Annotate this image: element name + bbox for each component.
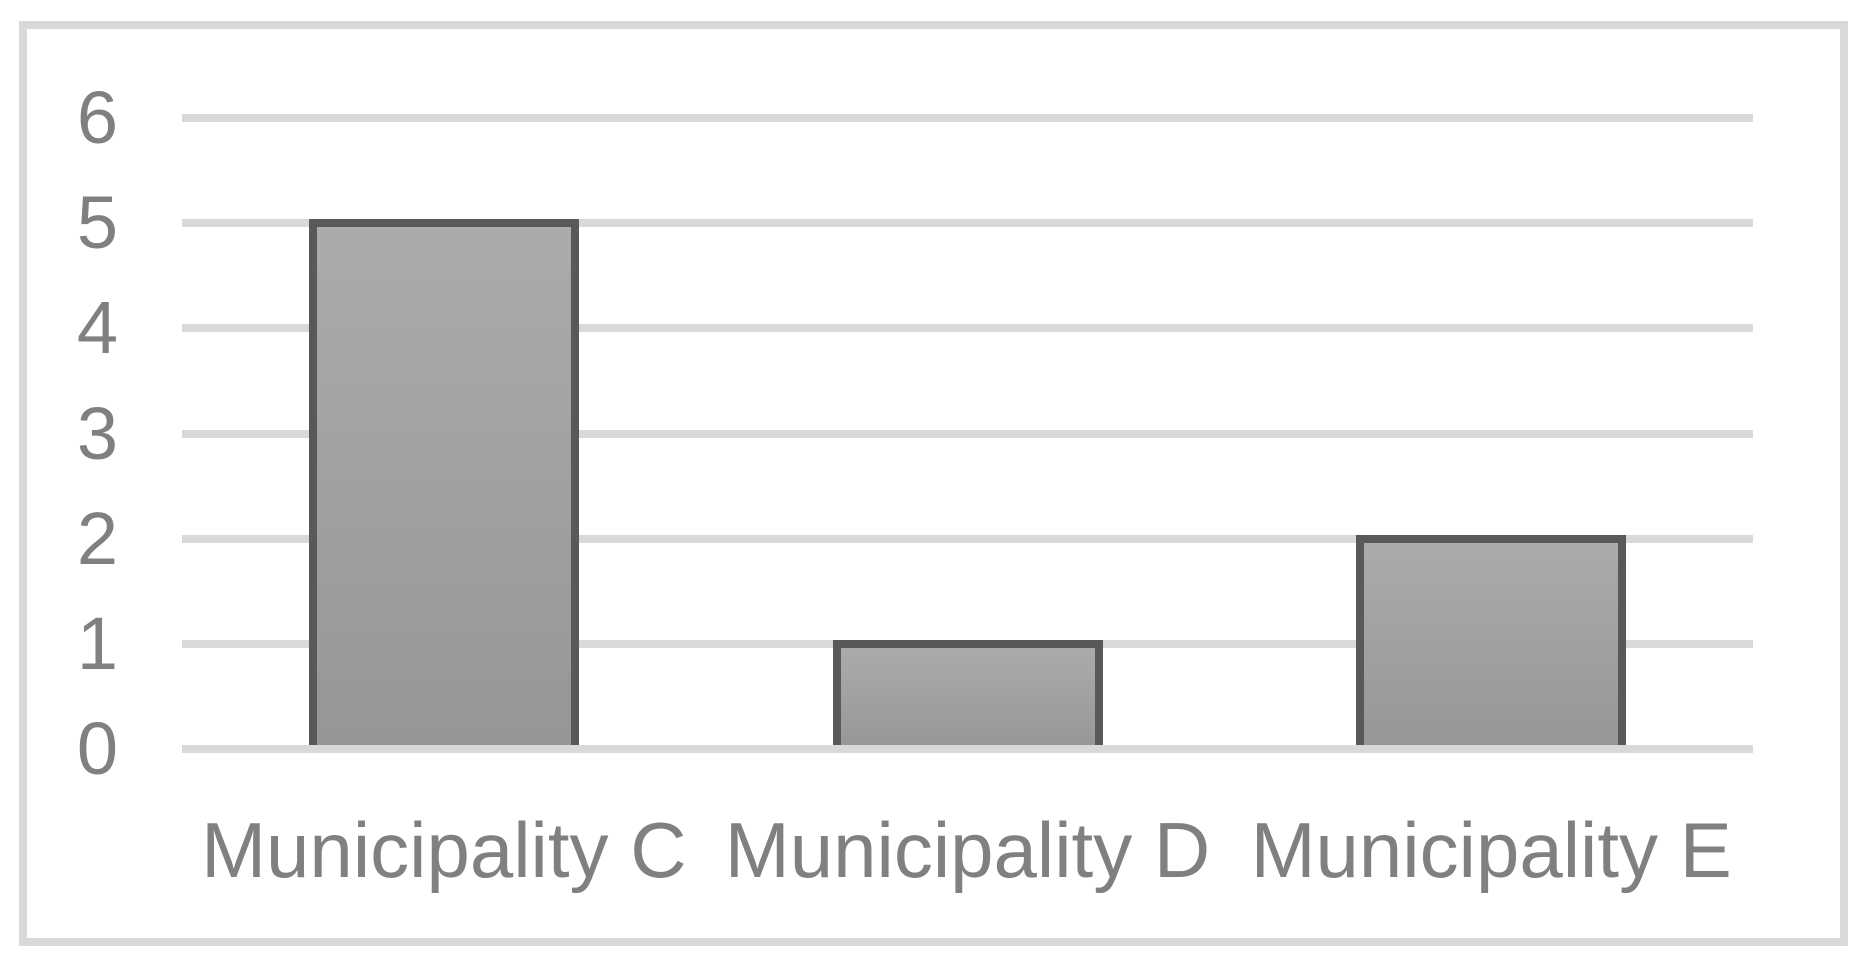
bar-municipality-e xyxy=(1356,534,1627,753)
bar-municipality-d xyxy=(832,639,1103,753)
y-tick-label-6: 6 xyxy=(76,76,118,159)
chart-frame xyxy=(19,21,1848,946)
y-tick-label-5: 5 xyxy=(76,181,118,265)
y-tick-label-2: 2 xyxy=(76,496,118,580)
y-tick-label-3: 3 xyxy=(76,391,118,475)
gridline-6 xyxy=(182,114,1753,122)
y-tick-label-0: 0 xyxy=(76,707,118,790)
category-label-municipality-e: Municipality E xyxy=(1250,806,1732,894)
gridline-0 xyxy=(182,745,1753,753)
gridline-3 xyxy=(182,429,1753,438)
gridline-5 xyxy=(182,219,1753,228)
category-label-municipality-d: Municipality D xyxy=(724,806,1211,894)
bar-municipality-c xyxy=(308,219,579,753)
gridline-2 xyxy=(182,534,1753,543)
y-tick-label-1: 1 xyxy=(76,601,118,685)
category-label-municipality-c: Municipality C xyxy=(201,806,687,894)
y-tick-label-4: 4 xyxy=(76,286,118,370)
gridline-4 xyxy=(182,324,1753,333)
